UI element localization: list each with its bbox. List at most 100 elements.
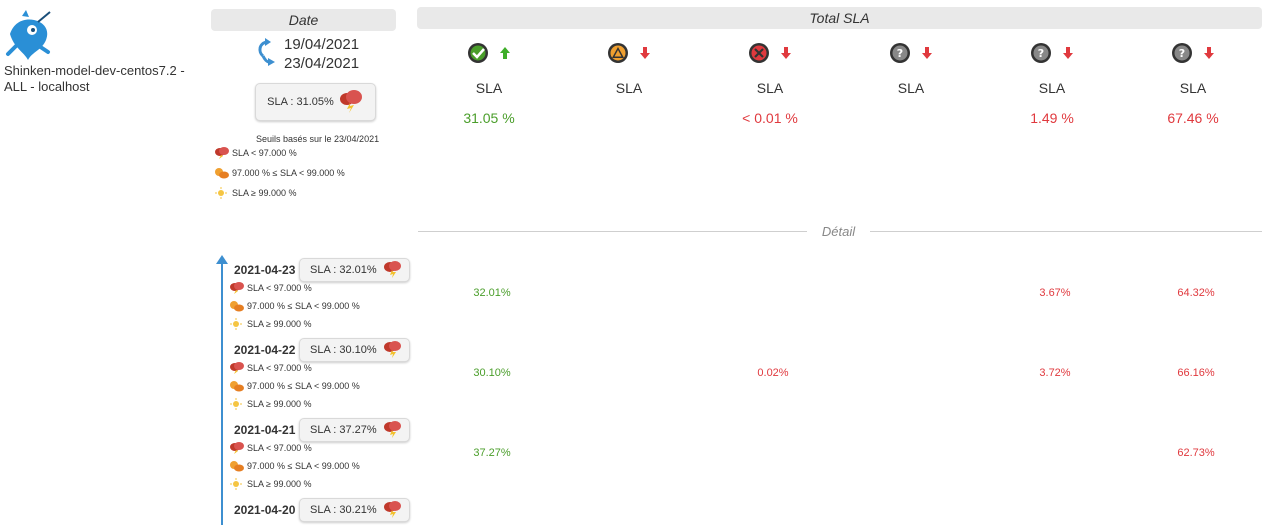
storm-cloud-icon [229, 442, 247, 454]
day-sla-text: SLA : 30.21% [310, 504, 377, 516]
sun-icon [229, 478, 247, 490]
storm-cloud-icon [229, 362, 247, 374]
storm-cloud-icon [338, 89, 364, 116]
column-sla-value: < 0.01 % [742, 110, 798, 126]
storm-cloud-icon [383, 260, 403, 281]
sun-cloud-icon [215, 168, 229, 179]
day-sla-text: SLA : 37.27% [310, 424, 377, 436]
range-end-date: 23/04/2021 [284, 55, 360, 72]
column-sla-value [569, 110, 689, 127]
timeline-line [221, 262, 223, 525]
day-sla-box[interactable]: SLA : 32.01% [299, 258, 410, 282]
column-icons [429, 42, 549, 68]
sla-column-3: SLA < 0.01 % [710, 42, 830, 127]
day-sla-value: 3.72% [1039, 367, 1071, 379]
day-legend-text: SLA < 97.000 % [247, 443, 312, 453]
legend-warn-text: 97.000 % ≤ SLA < 99.000 % [232, 168, 345, 178]
day-sla-box[interactable]: SLA : 30.21% [299, 498, 410, 522]
day-sla-box[interactable]: SLA : 37.27% [299, 418, 410, 442]
sun-icon [229, 318, 247, 330]
sla-column-4: ? SLA [851, 42, 971, 127]
day-sla-box[interactable]: SLA : 30.10% [299, 338, 410, 362]
critical-x-icon [748, 42, 770, 69]
arrow-down-icon [1203, 46, 1215, 65]
day-legend-text: 97.000 % ≤ SLA < 99.000 % [247, 381, 360, 391]
column-icons: ? [851, 42, 971, 68]
sun-icon [229, 398, 247, 410]
column-label: SLA [1038, 80, 1066, 96]
day-sla-value: 0.02% [757, 367, 789, 379]
day-legend-text: SLA ≥ 99.000 % [247, 479, 312, 489]
day-legend-good: SLA ≥ 99.000 % [229, 398, 312, 410]
range-start-date: 19/04/2021 [284, 36, 360, 53]
day-sla-text: SLA : 32.01% [310, 264, 377, 276]
detail-label: Détail [821, 224, 856, 239]
legend-bad: SLA < 97.000 % [214, 147, 297, 159]
day-sla-value: 62.73% [1177, 447, 1215, 459]
unknown-icon: ? [1171, 42, 1193, 69]
day-legend-good: SLA ≥ 99.000 % [229, 318, 312, 330]
day-legend-warn: 97.000 % ≤ SLA < 99.000 % [229, 380, 360, 392]
arrow-down-icon [639, 46, 651, 65]
day-legend-text: SLA < 97.000 % [247, 363, 312, 373]
legend-good: SLA ≥ 99.000 % [214, 187, 297, 199]
day-date: 2021-04-23 [234, 263, 296, 277]
storm-cloud-icon [383, 340, 403, 361]
day-sla-value: 37.27% [473, 447, 511, 459]
sla-column-2: SLA [569, 42, 689, 127]
legend-bad-text: SLA < 97.000 % [232, 148, 297, 158]
day-date: 2021-04-21 [234, 423, 296, 437]
storm-cloud-icon [383, 420, 403, 441]
sla-column-1: SLA 31.05 % [429, 42, 549, 127]
day-legend-text: SLA ≥ 99.000 % [247, 319, 312, 329]
column-label: SLA [756, 80, 784, 96]
day-date: 2021-04-22 [234, 343, 296, 357]
sun-icon [215, 187, 227, 199]
day-legend-text: 97.000 % ≤ SLA < 99.000 % [247, 301, 360, 311]
day-date: 2021-04-20 [234, 503, 296, 517]
ok-check-icon [467, 42, 489, 69]
day-legend-warn: 97.000 % ≤ SLA < 99.000 % [229, 460, 360, 472]
date-header: Date [211, 9, 396, 31]
arrow-down-icon [921, 46, 933, 65]
day-legend-good: SLA ≥ 99.000 % [229, 478, 312, 490]
storm-cloud-icon [229, 282, 247, 294]
storm-cloud-icon [215, 147, 229, 159]
shinken-logo [2, 8, 58, 64]
unknown-icon: ? [889, 42, 911, 69]
warning-icon [607, 42, 629, 69]
threshold-note: Seuils basés sur le 23/04/2021 [256, 134, 380, 144]
unknown-icon: ? [1030, 42, 1052, 69]
column-icons: ? [1133, 42, 1253, 68]
column-icons [569, 42, 689, 68]
column-label: SLA [1179, 80, 1207, 96]
legend-warn: 97.000 % ≤ SLA < 99.000 % [214, 167, 345, 179]
svg-text:?: ? [897, 47, 903, 60]
sla-column-5: ? SLA 1.49 % [992, 42, 1112, 127]
sun-cloud-icon [229, 380, 247, 392]
day-sla-value: 32.01% [473, 287, 511, 299]
arrow-down-icon [780, 46, 792, 65]
legend-good-text: SLA ≥ 99.000 % [232, 188, 297, 198]
column-label: SLA [615, 80, 643, 96]
column-icons [710, 42, 830, 68]
day-sla-value: 3.67% [1039, 287, 1071, 299]
summary-sla-box[interactable]: SLA : 31.05% [255, 83, 376, 121]
storm-cloud-icon [383, 500, 403, 521]
day-legend-bad: SLA < 97.000 % [229, 362, 312, 374]
detail-divider-left [418, 231, 807, 232]
column-label: SLA [475, 80, 503, 96]
day-legend-warn: 97.000 % ≤ SLA < 99.000 % [229, 300, 360, 312]
day-legend-text: SLA ≥ 99.000 % [247, 399, 312, 409]
day-sla-text: SLA : 30.10% [310, 344, 377, 356]
total-sla-header: Total SLA [417, 7, 1262, 29]
sla-column-6: ? SLA 67.46 % [1133, 42, 1253, 127]
column-icons: ? [992, 42, 1112, 68]
day-legend-bad: SLA < 97.000 % [229, 282, 312, 294]
day-sla-value: 30.10% [473, 367, 511, 379]
detail-divider-right [870, 231, 1262, 232]
svg-text:?: ? [1179, 47, 1185, 60]
summary-sla-text: SLA : 31.05% [267, 96, 334, 108]
host-name: Shinken-model-dev-centos7.2 - ALL - loca… [4, 63, 185, 94]
svg-text:?: ? [1038, 47, 1044, 60]
